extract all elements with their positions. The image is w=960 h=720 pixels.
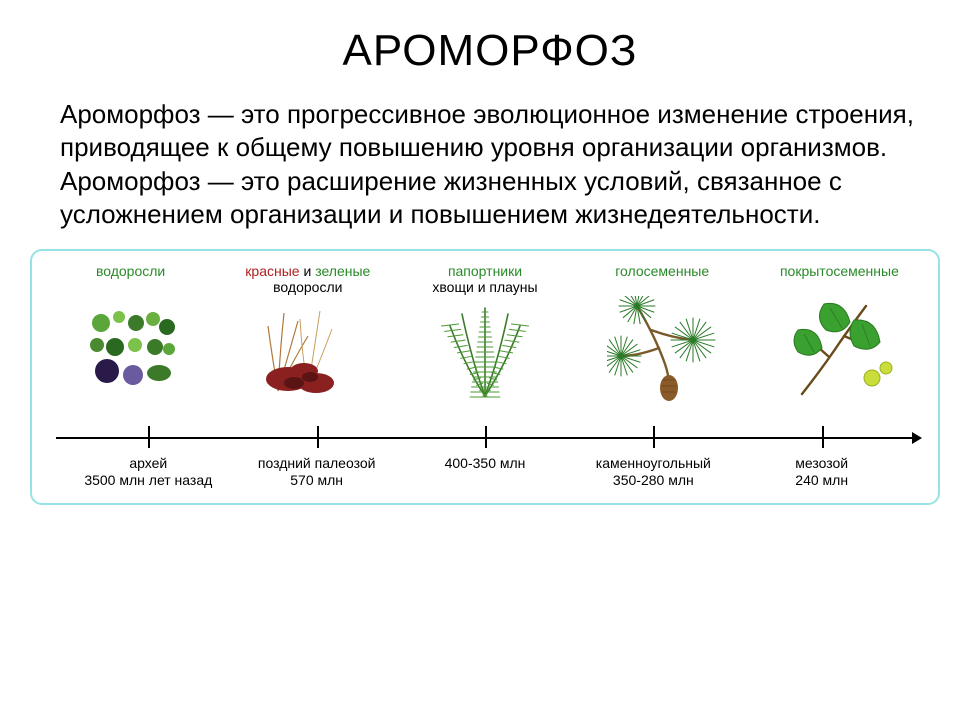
- group-label: водоросли: [96, 263, 165, 279]
- algae-icon: [76, 299, 186, 403]
- axis-tick: [485, 426, 487, 448]
- period-label: каменноугольный 350-280 млн: [596, 455, 711, 489]
- plant-group: покрытосеменные: [751, 263, 928, 433]
- axis-tick: [822, 426, 824, 448]
- group-label: покрытосеменные: [780, 263, 899, 279]
- period-label: мезозой 240 млн: [795, 455, 848, 489]
- axis-tick: [653, 426, 655, 448]
- axis-tick: [317, 426, 319, 448]
- period-label: 400-350 млн: [445, 455, 526, 472]
- group-sublabel: хвощи и плауны: [432, 279, 537, 295]
- plant-group: красные и зеленыеводоросли: [219, 263, 396, 433]
- axis-arrow-icon: [912, 432, 922, 444]
- page-title: АРОМОРФОЗ: [60, 26, 920, 76]
- group-label: папортники: [448, 263, 522, 279]
- axis-tick: [148, 426, 150, 448]
- plant-group: водоросли: [42, 263, 219, 433]
- red-green-algae-icon: [253, 299, 363, 403]
- period-label: поздний палеозой 570 млн: [258, 455, 376, 489]
- gymnosperm-icon: [607, 299, 717, 403]
- angiosperm-icon: [784, 299, 894, 403]
- plant-group: папортникихвощи и плауны: [396, 263, 573, 433]
- definition-paragraph: Ароморфоз — это прогрессивное эволюционн…: [60, 98, 920, 231]
- fern-icon: [430, 299, 540, 403]
- group-sublabel: водоросли: [273, 279, 342, 295]
- period-label: архей 3500 млн лет назад: [84, 455, 212, 489]
- group-label: красные и зеленые: [245, 263, 370, 279]
- timeline-container: водоросли красные и зеленыеводорослипапо…: [30, 249, 940, 505]
- group-label: голосеменные: [615, 263, 709, 279]
- plant-group: голосеменные: [574, 263, 751, 433]
